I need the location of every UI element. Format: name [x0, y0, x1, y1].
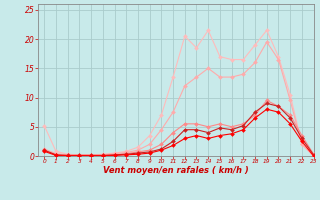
X-axis label: Vent moyen/en rafales ( km/h ): Vent moyen/en rafales ( km/h ) [103, 166, 249, 175]
